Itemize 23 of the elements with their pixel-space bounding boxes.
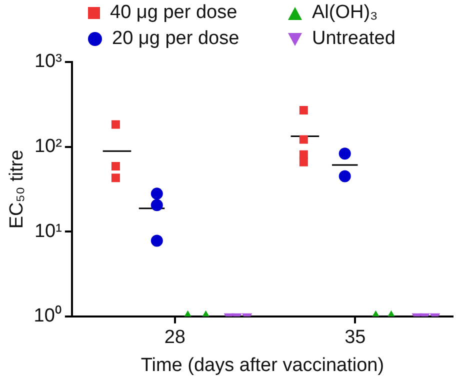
x-axis-title: Time (days after vaccination) bbox=[140, 354, 384, 376]
x-tick-label: 35 bbox=[344, 327, 366, 348]
legend-label: 40 μg per dose bbox=[110, 2, 238, 24]
point bbox=[299, 135, 308, 144]
legend-label: Al(OH)₃ bbox=[312, 2, 378, 24]
point bbox=[338, 148, 351, 160]
legend-label: Untreated bbox=[312, 28, 396, 50]
y-tick-label: 10¹ bbox=[34, 220, 62, 242]
legend-label: 20 μg per dose bbox=[112, 28, 240, 50]
point bbox=[299, 106, 308, 114]
point bbox=[150, 188, 163, 200]
point bbox=[111, 162, 120, 170]
point bbox=[150, 234, 163, 247]
point bbox=[338, 170, 351, 182]
point bbox=[299, 158, 308, 166]
x-tick-label: 28 bbox=[164, 327, 186, 348]
y-tick-label: 10² bbox=[34, 136, 62, 158]
y-tick-label: 10³ bbox=[34, 51, 62, 72]
y-tick-label: 10⁰ bbox=[34, 304, 62, 327]
point bbox=[111, 120, 120, 129]
y-axis-title: EC₅₀ titre bbox=[6, 150, 28, 229]
point bbox=[150, 199, 163, 212]
point bbox=[111, 174, 120, 182]
